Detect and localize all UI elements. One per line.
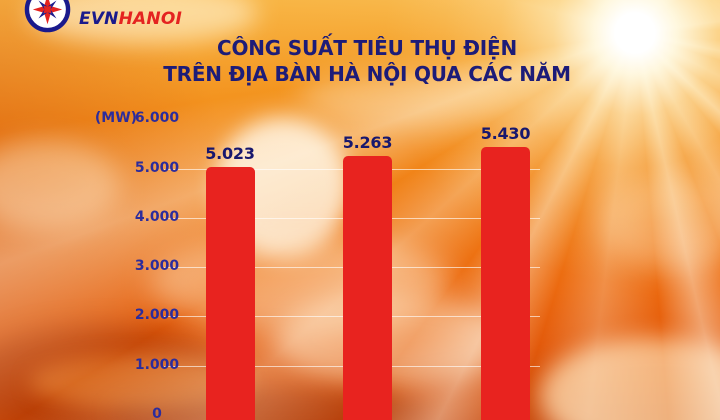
- bar: [205, 167, 255, 420]
- bar-value-label: 5.263: [342, 132, 393, 152]
- y-tick-label: 4.000: [134, 208, 180, 225]
- y-tick-label: 3.000: [134, 258, 180, 275]
- logo-wordmark: EVNHANOI: [79, 9, 182, 29]
- evn-logo-icon: [24, 0, 71, 33]
- chart-title: CÔNG SUẤT TIÊU THỤ ĐIỆN TRÊN ĐỊA BÀN HÀ …: [14, 35, 720, 87]
- y-axis-unit-label: (MW): [94, 110, 138, 127]
- bar: [343, 155, 392, 420]
- y-tick-label: 1.000: [134, 356, 180, 373]
- logo-hanoi-text: HANOI: [118, 9, 182, 29]
- y-tick-label: 5.000: [134, 159, 180, 176]
- chart-title-line-2: TRÊN ĐỊA BÀN HÀ NỘI QUA CÁC NĂM: [163, 62, 571, 86]
- y-tick-label: 0: [152, 406, 162, 420]
- y-tick-label: 6.000: [134, 110, 180, 127]
- chart-title-line-1: CÔNG SUẤT TIÊU THỤ ĐIỆN: [216, 36, 518, 60]
- y-tick-label: 2.000: [134, 307, 180, 324]
- bar: [481, 147, 530, 420]
- bar-value-label: 5.430: [480, 124, 531, 144]
- logo-evn-text: EVN: [79, 9, 119, 29]
- bar-value-label: 5.023: [205, 144, 255, 164]
